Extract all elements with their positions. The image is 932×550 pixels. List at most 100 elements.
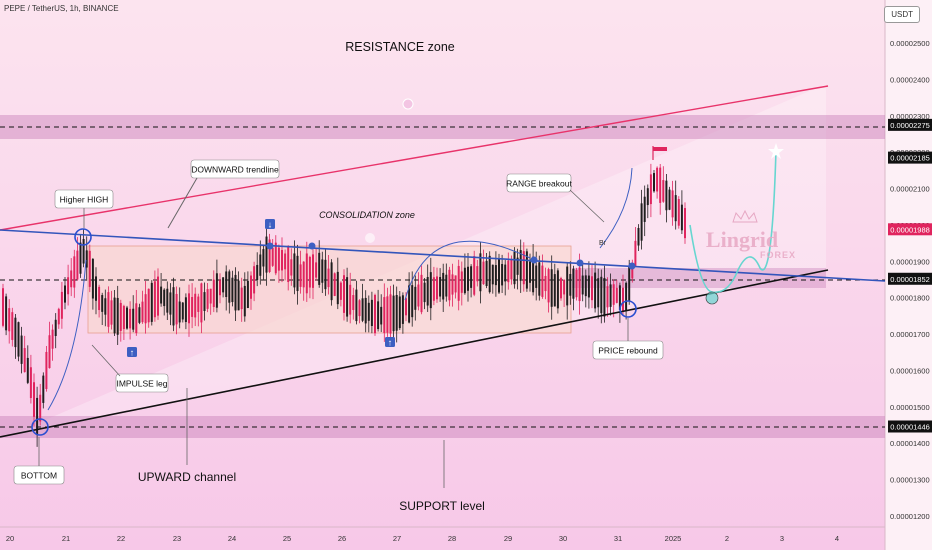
candle-body [343, 275, 345, 313]
candle-body [665, 180, 668, 211]
candle-body [82, 239, 85, 264]
impulse-leg-label: IMPULSE leg [116, 379, 167, 389]
x-tick-6: 26 [338, 534, 346, 543]
candle-body [653, 173, 655, 192]
candle-body [380, 306, 383, 325]
candle-body [228, 271, 231, 303]
x-tick-8: 28 [448, 534, 456, 543]
candle-body [538, 262, 541, 296]
x-tick-11: 31 [614, 534, 622, 543]
candle-body [64, 285, 66, 303]
candle-body [439, 276, 442, 297]
breakout-arrow [599, 167, 633, 249]
candle-body [8, 308, 11, 332]
candle-body [485, 260, 488, 287]
pivot-circle-1 [31, 418, 49, 436]
candle-body [144, 294, 147, 324]
level-badge-3 [888, 272, 932, 285]
candle-body [36, 397, 39, 436]
candle-body [57, 308, 60, 325]
candle-body [191, 296, 194, 317]
watermark-main: Lingrid [706, 227, 778, 252]
candle-body [553, 274, 556, 307]
candle-body [219, 280, 221, 296]
candle-body [104, 298, 107, 315]
candle-body [262, 249, 265, 267]
consolidation-arc [404, 240, 531, 301]
candle-body [51, 329, 54, 349]
candle-body [501, 264, 504, 286]
candle-body [293, 253, 296, 288]
candle-body [606, 286, 609, 308]
level-badge-label-3: 0.00001852 [890, 275, 930, 284]
candle-body [184, 297, 187, 323]
candle-body [473, 256, 476, 295]
x-tick-14: 3 [780, 534, 784, 543]
candle-body [234, 274, 237, 311]
projection-target-marker [705, 291, 719, 305]
arrow-badge-1 [127, 347, 137, 357]
trendline-touch-3 [576, 259, 584, 267]
candle-body [169, 292, 172, 315]
candle-body [426, 276, 429, 306]
candle-body [188, 293, 190, 324]
candle-body [268, 239, 271, 272]
candle-body [516, 257, 519, 275]
candle-body [631, 262, 634, 279]
candle-body [646, 188, 649, 206]
candle-body [377, 301, 380, 330]
candle-body [479, 253, 482, 292]
candle-body [677, 199, 680, 226]
candle-body [386, 296, 389, 333]
candle-body [628, 266, 631, 302]
candle-body [383, 297, 386, 334]
candle-body [563, 279, 566, 295]
candle-body [491, 264, 494, 285]
candle-body [26, 357, 29, 383]
candle-body [578, 267, 581, 302]
candle-body [54, 319, 57, 337]
y-tick-0: 0.00002500 [890, 39, 930, 48]
candle-body [98, 286, 101, 311]
candle-body [519, 250, 522, 281]
candle-body [451, 274, 454, 295]
high-flag [653, 147, 667, 151]
candle-body [95, 276, 97, 301]
y-tick-2: 0.00002300 [890, 112, 930, 121]
candle-body [11, 312, 14, 340]
candle-body [163, 289, 166, 307]
candle-body [70, 270, 73, 288]
candle-body [147, 288, 150, 323]
bottom-label: BOTTOM [21, 471, 57, 481]
idea-marker-mid [365, 233, 375, 243]
candle-body [277, 247, 280, 271]
candle-body [423, 282, 426, 303]
candle-body [271, 247, 274, 266]
candle-body [256, 264, 259, 280]
level-badge-1 [888, 151, 932, 164]
trendline-touch-0 [266, 242, 274, 250]
higher-high-label: Higher HIGH [60, 195, 109, 205]
candle-body [463, 267, 466, 294]
candle-body [318, 252, 321, 285]
upper-channel-line [0, 85, 829, 231]
candle-body [116, 297, 119, 335]
arrow-badge-glyph-0: ↓ [268, 220, 273, 230]
candle-body [172, 287, 175, 326]
projection-star-marker [768, 143, 784, 159]
candle-body [389, 294, 392, 334]
candle-body [355, 289, 358, 322]
candle-body [513, 251, 516, 285]
candle-body [420, 274, 423, 313]
candle-body [281, 250, 283, 271]
candle-body [88, 250, 91, 287]
candle-body [287, 246, 290, 283]
candle-body [138, 307, 141, 323]
range-breakout-leader [569, 189, 605, 223]
x-tick-13: 2 [725, 534, 729, 543]
candle-body [488, 255, 491, 293]
candle-body [333, 273, 336, 296]
quote-currency-badge[interactable]: USDT [884, 6, 920, 23]
candle-body [358, 300, 361, 317]
